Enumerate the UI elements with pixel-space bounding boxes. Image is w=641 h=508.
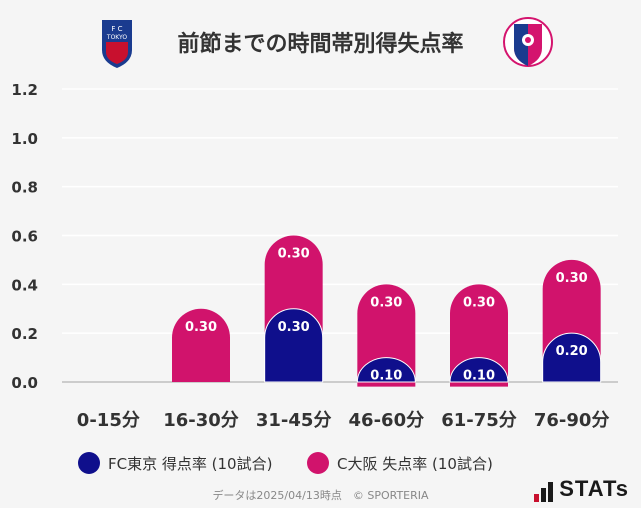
svg-text:TOKYO: TOKYO	[106, 34, 127, 41]
bar-fc-tokyo-5	[542, 332, 602, 383]
bar-c-osaka-1	[172, 308, 230, 382]
footer-note: データは2025/04/13時点 © SPORTERIA	[212, 489, 429, 502]
cerezo-osaka-crest-icon	[503, 17, 553, 67]
bar-fc-tokyo-4	[449, 357, 509, 383]
legend-item-c-osaka: C大阪 失点率 (10試合)	[307, 452, 493, 474]
legend-swatch-fc-tokyo	[78, 452, 100, 474]
y-tick-label: 0.4	[11, 276, 38, 294]
y-tick-label: 0.8	[11, 179, 38, 197]
y-tick-label: 0.0	[11, 374, 38, 392]
chart-title: 前節までの時間帯別得失点率	[177, 32, 464, 57]
data-label-c-osaka: 0.30	[185, 320, 217, 335]
bar-fc-tokyo-2	[264, 308, 324, 383]
y-tick-label: 1.0	[11, 130, 38, 148]
x-tick-label: 16-30分	[163, 410, 239, 431]
x-tick-label: 76-90分	[534, 410, 610, 431]
data-label-c-osaka: 0.30	[556, 271, 588, 286]
stats-logo-text: STATs	[559, 476, 629, 501]
data-label-c-osaka: 0.30	[463, 295, 495, 310]
stats-logo: STATs	[534, 476, 629, 502]
y-tick-label: 0.6	[11, 228, 38, 246]
legend-label-c-osaka: C大阪 失点率 (10試合)	[337, 454, 493, 473]
data-label-fc-tokyo: 0.10	[370, 369, 402, 384]
legend-item-fc-tokyo: FC東京 得点率 (10試合)	[78, 452, 272, 474]
x-tick-label: 61-75分	[441, 410, 517, 431]
legend-label-fc-tokyo: FC東京 得点率 (10試合)	[108, 454, 273, 473]
data-label-c-osaka: 0.30	[370, 295, 402, 310]
fc-tokyo-crest-icon: F C TOKYO	[102, 20, 132, 68]
bar-fc-tokyo-3	[356, 357, 416, 383]
svg-text:F C: F C	[111, 25, 122, 33]
x-tick-label: 31-45分	[256, 410, 332, 431]
data-label-fc-tokyo: 0.10	[463, 369, 495, 384]
x-tick-label: 46-60分	[349, 410, 425, 431]
y-tick-label: 0.2	[11, 325, 38, 343]
y-tick-label: 1.2	[11, 81, 38, 99]
stats-logo-icon	[534, 480, 555, 502]
data-label-fc-tokyo: 0.20	[556, 344, 588, 359]
x-tick-label: 0-15分	[77, 410, 140, 431]
data-label-fc-tokyo: 0.30	[278, 320, 310, 335]
data-label-c-osaka: 0.30	[278, 247, 310, 262]
legend-swatch-c-osaka	[307, 452, 329, 474]
